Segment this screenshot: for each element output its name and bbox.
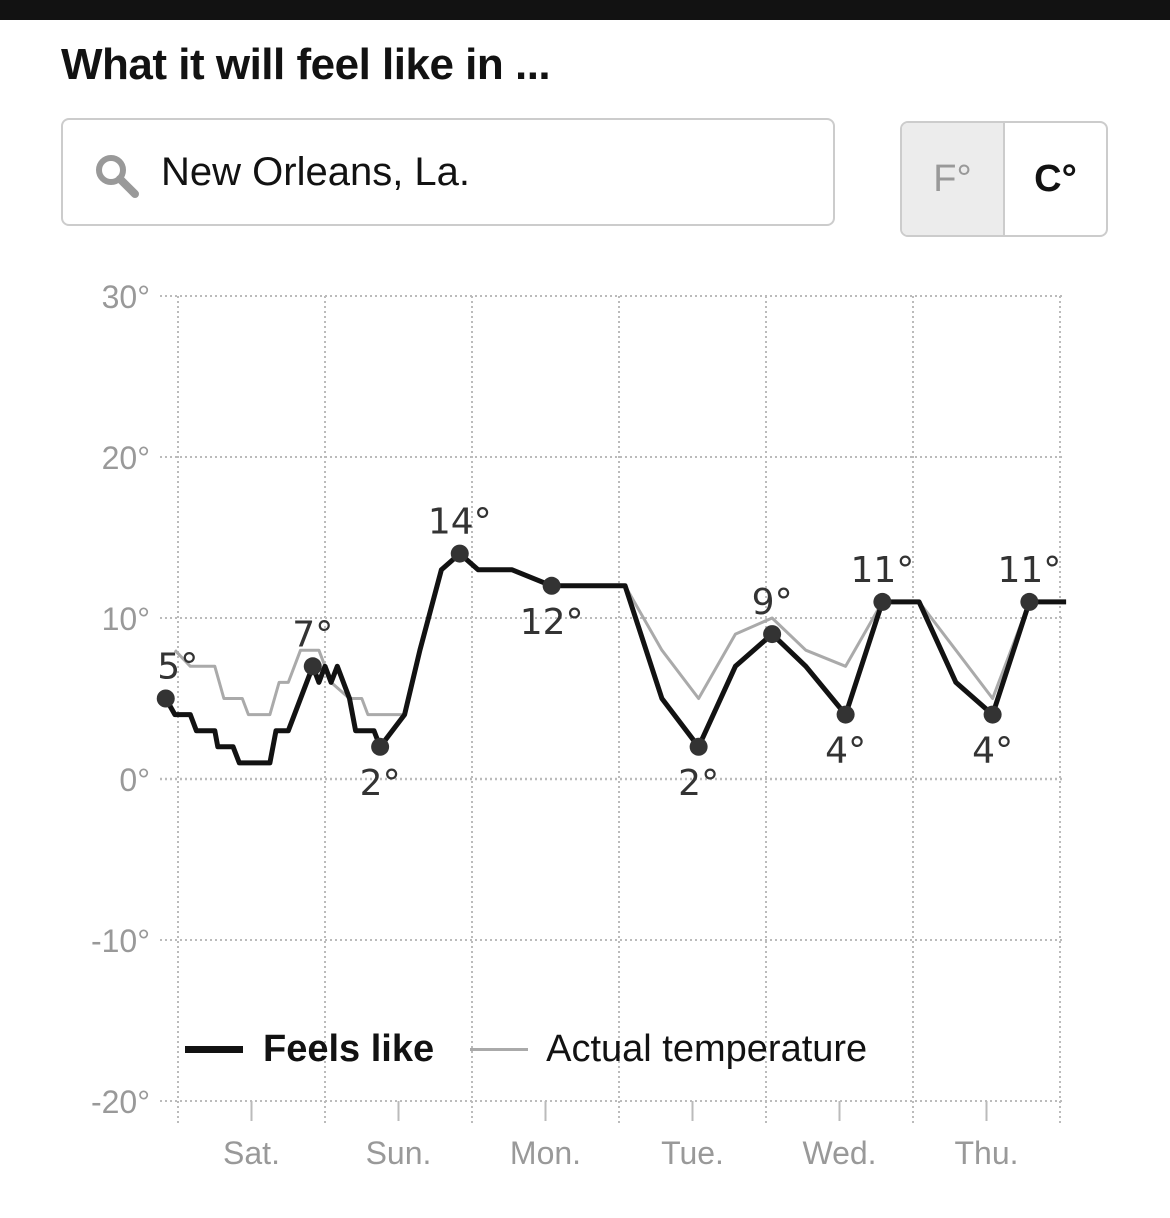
search-icon bbox=[96, 155, 139, 198]
data-label: 7° bbox=[292, 614, 333, 655]
data-label: 12° bbox=[520, 602, 584, 643]
x-tick-label: Wed. bbox=[802, 1135, 876, 1171]
data-point bbox=[450, 544, 469, 563]
x-tick-label: Sat. bbox=[223, 1135, 280, 1171]
page-title: What it will feel like in ... bbox=[61, 40, 551, 89]
data-point bbox=[371, 737, 390, 756]
data-point bbox=[983, 705, 1002, 724]
data-label: 4° bbox=[825, 731, 866, 772]
celsius-button[interactable]: C° bbox=[1034, 157, 1077, 200]
data-label: 11° bbox=[997, 550, 1061, 591]
data-point bbox=[156, 689, 175, 708]
data-point bbox=[1020, 592, 1039, 611]
feels-like-line bbox=[163, 551, 1067, 766]
legend-feels-label: Feels like bbox=[263, 1028, 435, 1070]
data-label: 14° bbox=[428, 502, 492, 543]
unit-toggle: F° C° bbox=[900, 121, 1108, 237]
data-label: 2° bbox=[360, 763, 401, 804]
y-tick-label: -10° bbox=[91, 923, 150, 959]
data-label: 9° bbox=[752, 582, 793, 623]
data-point bbox=[836, 705, 855, 724]
data-label: 11° bbox=[850, 550, 914, 591]
data-point bbox=[303, 657, 322, 676]
data-point bbox=[542, 576, 561, 595]
legend-actual-label: Actual temperature bbox=[546, 1028, 868, 1070]
data-point bbox=[689, 737, 708, 756]
y-tick-label: -20° bbox=[91, 1084, 150, 1120]
data-point bbox=[873, 592, 892, 611]
data-label: 5° bbox=[157, 647, 198, 688]
data-label: 4° bbox=[972, 731, 1013, 772]
x-tick-label: Tue. bbox=[661, 1135, 724, 1171]
legend: Feels like Actual temperature bbox=[185, 1028, 867, 1071]
data-label: 2° bbox=[678, 763, 719, 804]
legend-actual-swatch bbox=[470, 1048, 529, 1051]
x-tick-label: Thu. bbox=[954, 1135, 1018, 1171]
data-point bbox=[763, 625, 782, 644]
location-search-input[interactable]: New Orleans, La. bbox=[61, 118, 835, 226]
search-value: New Orleans, La. bbox=[161, 150, 471, 194]
y-tick-label: 20° bbox=[102, 440, 150, 476]
top-bar bbox=[0, 0, 1170, 20]
y-tick-label: 0° bbox=[119, 762, 150, 798]
fahrenheit-button[interactable]: F° bbox=[902, 123, 1005, 235]
x-tick-label: Sun. bbox=[366, 1135, 432, 1171]
legend-feels-swatch bbox=[185, 1046, 243, 1053]
x-tick-label: Mon. bbox=[510, 1135, 581, 1171]
y-tick-label: 30° bbox=[102, 279, 150, 315]
y-tick-label: 10° bbox=[102, 601, 150, 637]
